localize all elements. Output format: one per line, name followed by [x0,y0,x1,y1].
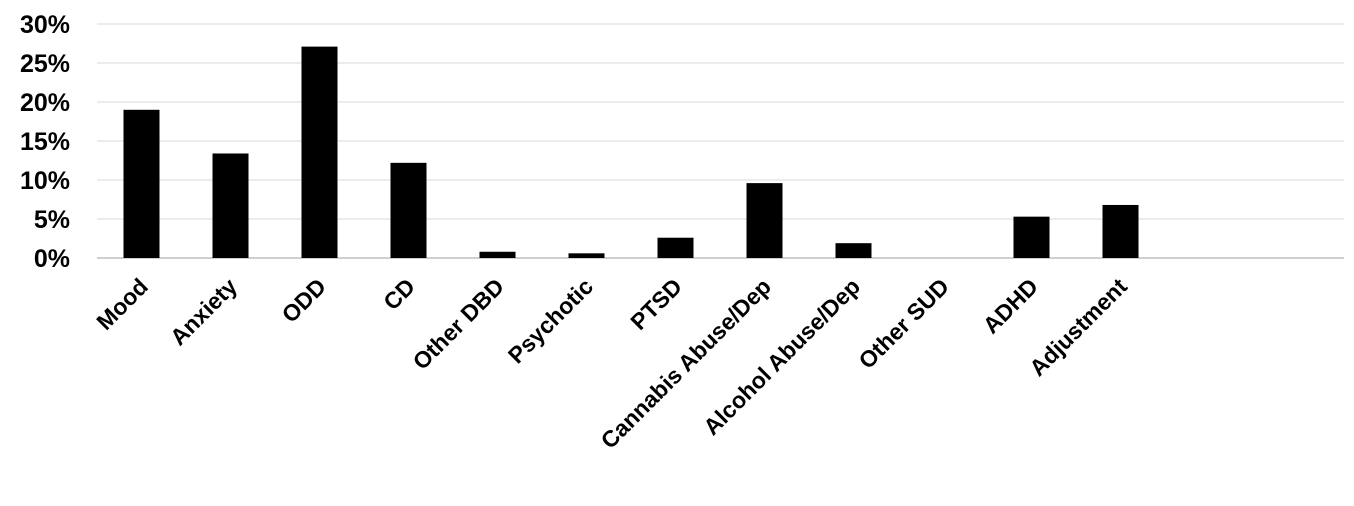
bar-alcohol-abuse-dep [835,243,872,258]
x-category-label: Anxiety [165,273,242,350]
bar-cd [390,162,427,258]
x-category-label: ADHD [978,273,1043,338]
bar-adhd [1013,216,1050,258]
x-category-label: Mood [91,273,153,335]
bar-ptsd [657,237,694,258]
y-axis-ticks: 0% 5% 10% 15% 20% 25% 30% [20,11,70,273]
bar-odd [301,46,338,259]
bar-other-dbd [479,251,516,258]
bars [123,46,1139,259]
y-tick-label: 20% [20,89,70,117]
x-category-label: Psychotic [503,273,598,368]
x-category-label: PTSD [625,273,687,335]
gridlines [97,23,1344,259]
x-category-label: ODD [276,273,331,328]
bar-cannabis-abuse-dep [746,183,783,258]
bar-psychotic [568,253,605,258]
y-tick-label: 0% [34,245,70,273]
y-tick-label: 25% [20,50,70,78]
y-tick-label: 10% [20,167,70,195]
x-category-label: Other SUD [853,273,954,374]
y-tick-label: 15% [20,128,70,156]
x-category-label: CD [378,273,420,315]
bar-anxiety [212,153,249,258]
x-category-label: Cannabis Abuse/Dep [596,273,776,453]
y-tick-label: 30% [20,11,70,39]
x-category-label: Other DBD [408,273,510,375]
y-tick-label: 5% [34,206,70,234]
x-category-label: Alcohol Abuse/Dep [698,273,865,440]
bar-adjustment [1102,204,1139,258]
bar-mood [123,109,160,258]
